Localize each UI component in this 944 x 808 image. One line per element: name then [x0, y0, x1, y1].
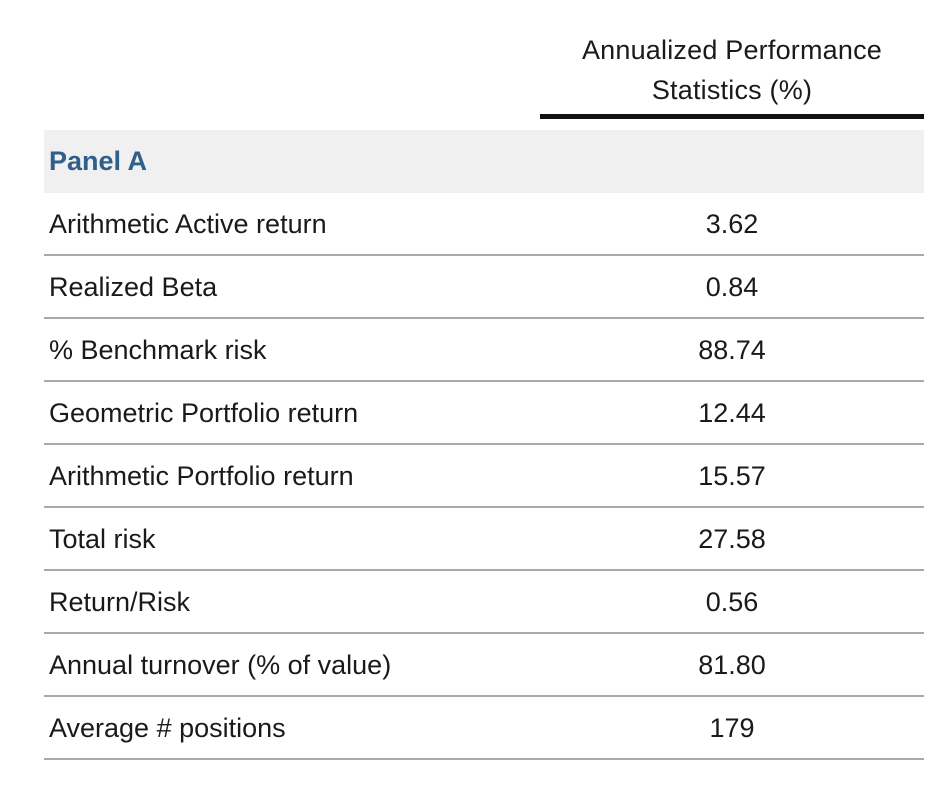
table-row: Annual turnover (% of value) 81.80	[44, 634, 924, 697]
row-value: 179	[709, 713, 755, 743]
panel-label: Panel A	[49, 146, 148, 176]
column-header-line-1: Annualized Performance	[581, 35, 883, 65]
row-label: Geometric Portfolio return	[49, 398, 359, 428]
table-row: Return/Risk 0.56	[44, 571, 924, 634]
row-label: % Benchmark risk	[49, 335, 267, 365]
table-row: Realized Beta 0.84	[44, 256, 924, 319]
table-row: Arithmetic Active return 3.62	[44, 193, 924, 256]
header-rule	[540, 114, 924, 119]
row-value: 0.84	[705, 272, 759, 302]
row-value: 81.80	[698, 650, 766, 680]
table-row: % Benchmark risk 88.74	[44, 319, 924, 382]
row-value: 0.56	[705, 587, 759, 617]
row-label: Total risk	[49, 524, 156, 554]
row-label: Annual turnover (% of value)	[49, 650, 392, 680]
row-value: 3.62	[705, 209, 759, 239]
row-value: 27.58	[698, 524, 766, 554]
row-label: Realized Beta	[49, 272, 218, 302]
row-value: 12.44	[698, 398, 766, 428]
statistics-table-body: Arithmetic Active return 3.62 Realized B…	[44, 193, 924, 760]
column-header: Annualized Performance Statistics (%)	[540, 30, 924, 110]
table-row: Total risk 27.58	[44, 508, 924, 571]
table-row: Average # positions 179	[44, 697, 924, 760]
table-row: Geometric Portfolio return 12.44	[44, 382, 924, 445]
row-label: Return/Risk	[49, 587, 191, 617]
row-value: 15.57	[698, 461, 766, 491]
table-row: Arithmetic Portfolio return 15.57	[44, 445, 924, 508]
panel-header-row: Panel A	[44, 130, 924, 193]
row-label: Arithmetic Active return	[49, 209, 327, 239]
row-label: Arithmetic Portfolio return	[49, 461, 354, 491]
row-value: 88.74	[698, 335, 766, 365]
column-header-line-2: Statistics (%)	[651, 75, 813, 105]
row-label: Average # positions	[49, 713, 286, 743]
